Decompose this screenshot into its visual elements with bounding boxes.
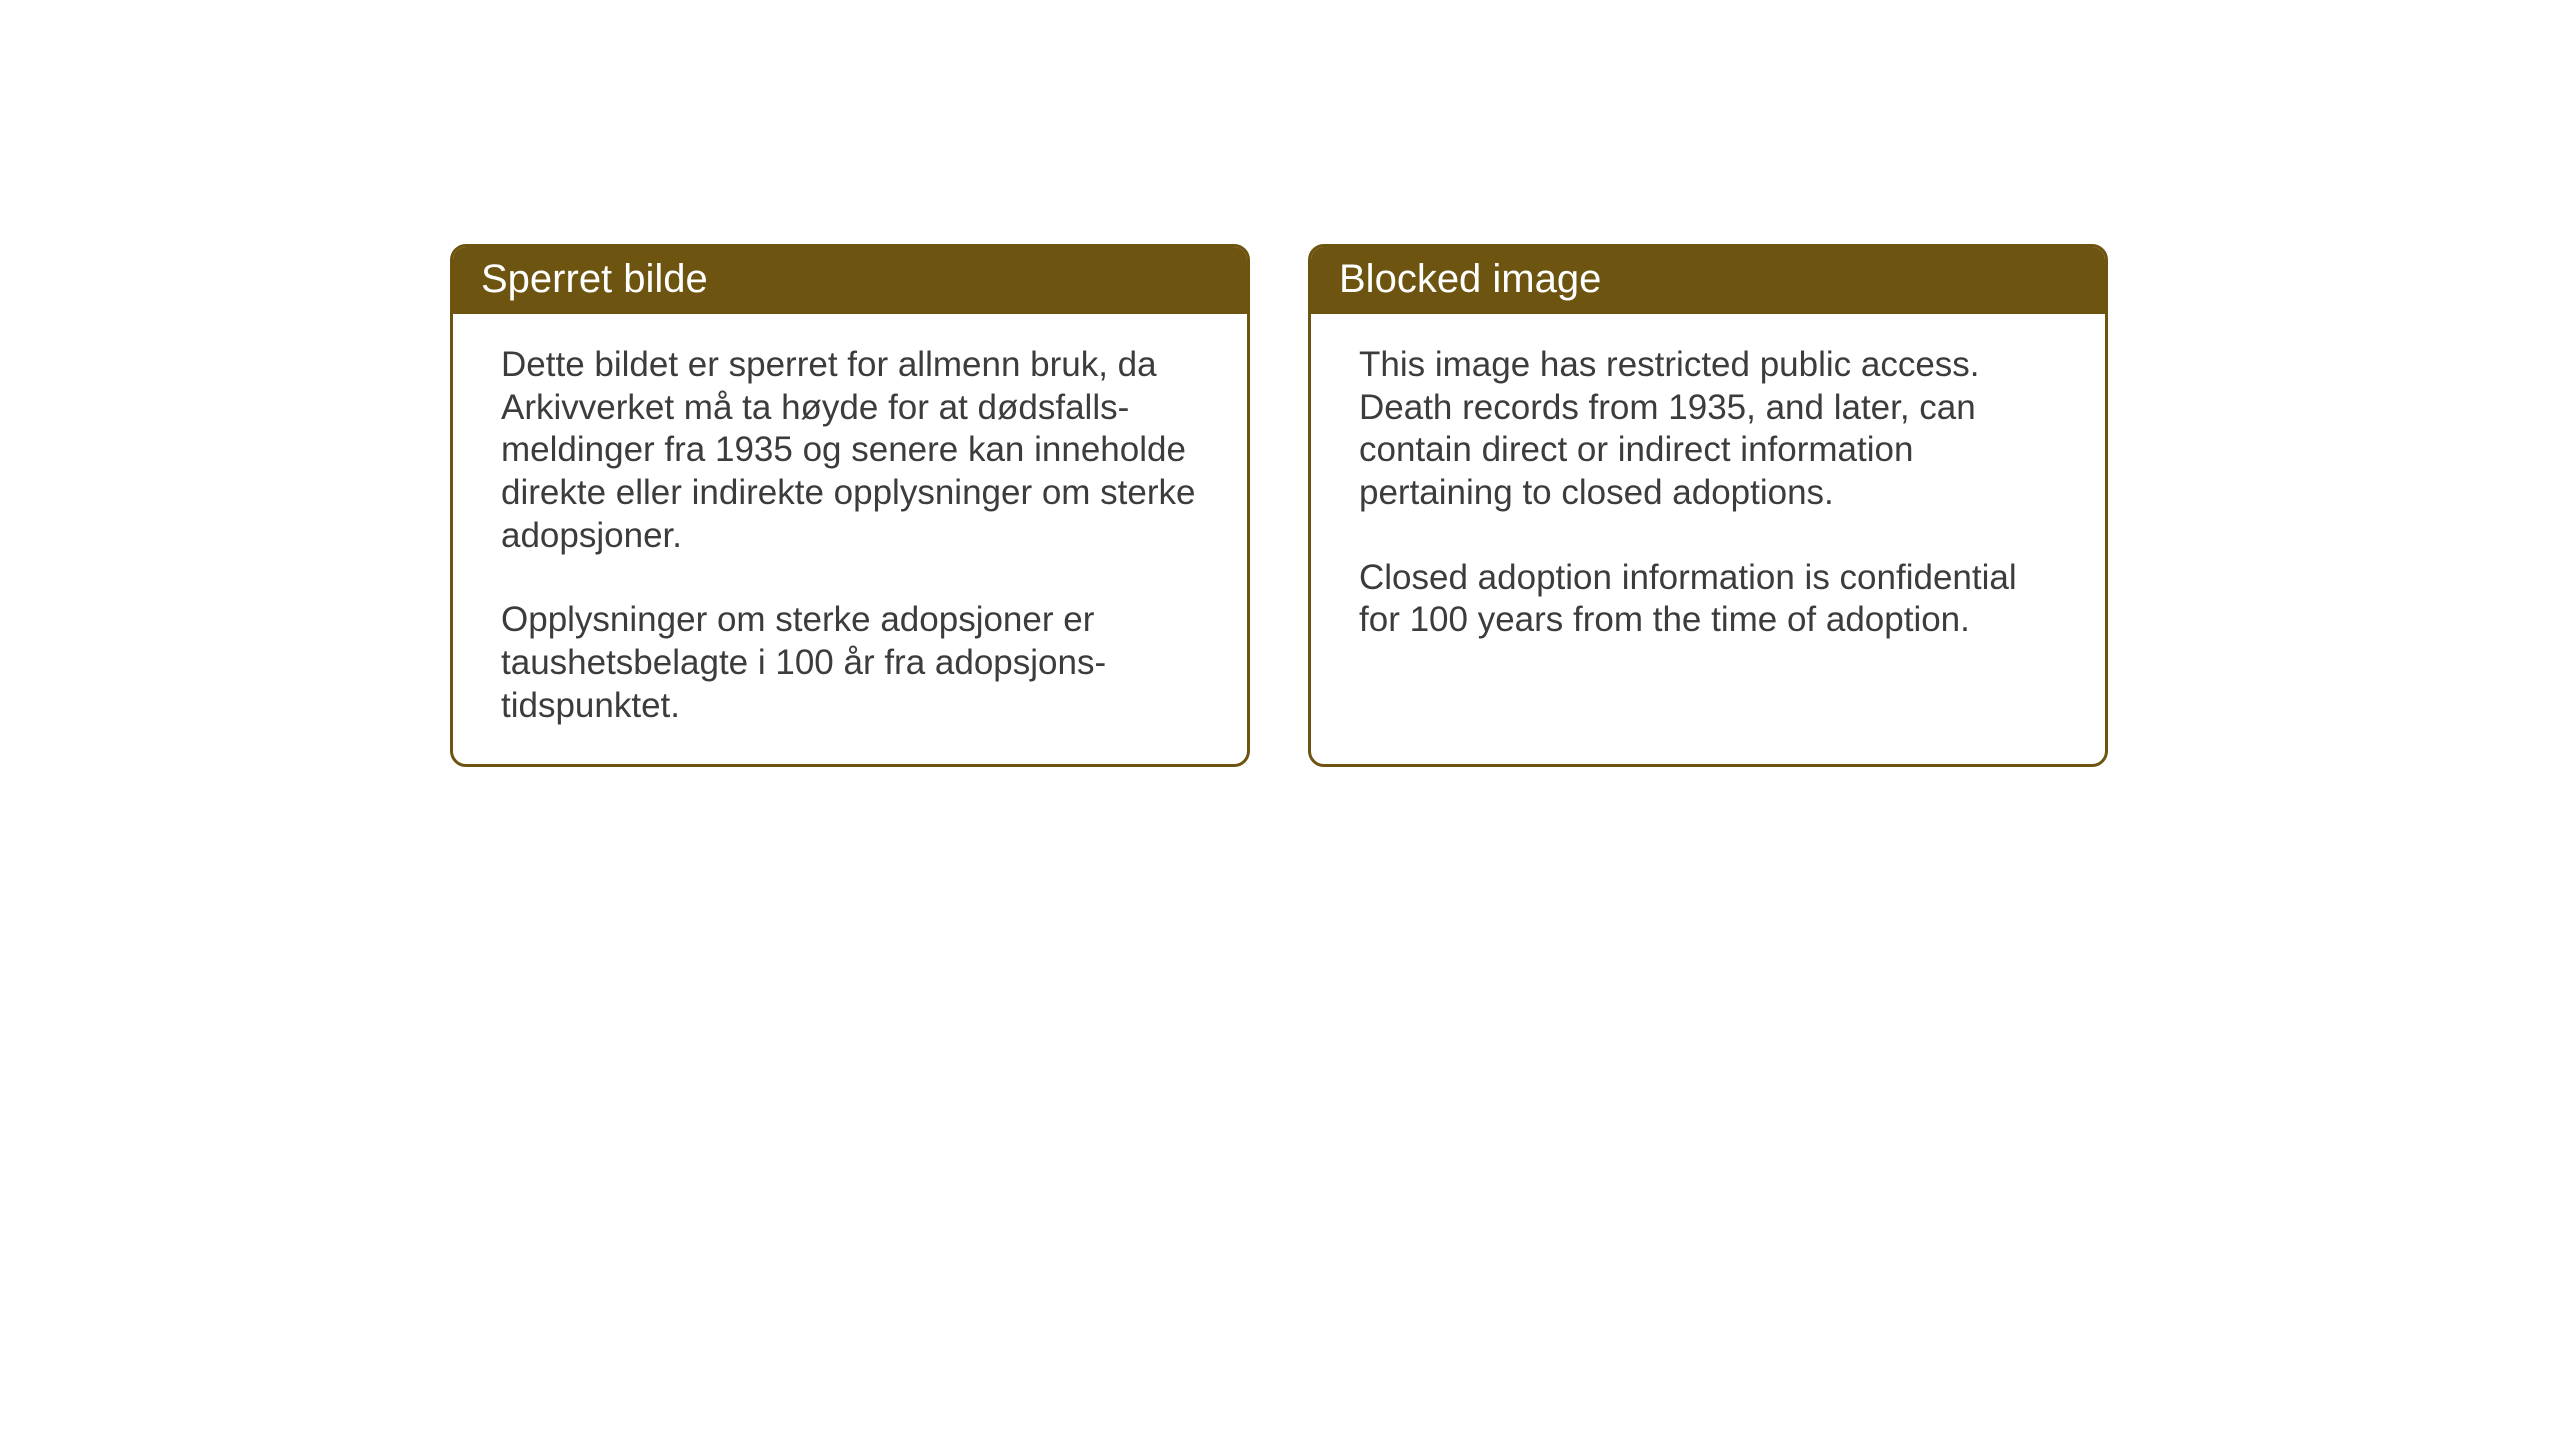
cards-container: Sperret bilde Dette bildet er sperret fo… xyxy=(450,244,2108,767)
card-paragraph-2: Closed adoption information is confident… xyxy=(1359,557,2061,642)
card-header-english: Blocked image xyxy=(1311,247,2105,314)
card-paragraph-2: Opplysninger om sterke adopsjoner er tau… xyxy=(501,599,1203,727)
card-paragraph-1: This image has restricted public access.… xyxy=(1359,344,2061,515)
card-header-norwegian: Sperret bilde xyxy=(453,247,1247,314)
card-norwegian: Sperret bilde Dette bildet er sperret fo… xyxy=(450,244,1250,767)
card-english: Blocked image This image has restricted … xyxy=(1308,244,2108,767)
card-body-english: This image has restricted public access.… xyxy=(1311,314,2105,678)
card-paragraph-1: Dette bildet er sperret for allmenn bruk… xyxy=(501,344,1203,557)
card-body-norwegian: Dette bildet er sperret for allmenn bruk… xyxy=(453,314,1247,764)
